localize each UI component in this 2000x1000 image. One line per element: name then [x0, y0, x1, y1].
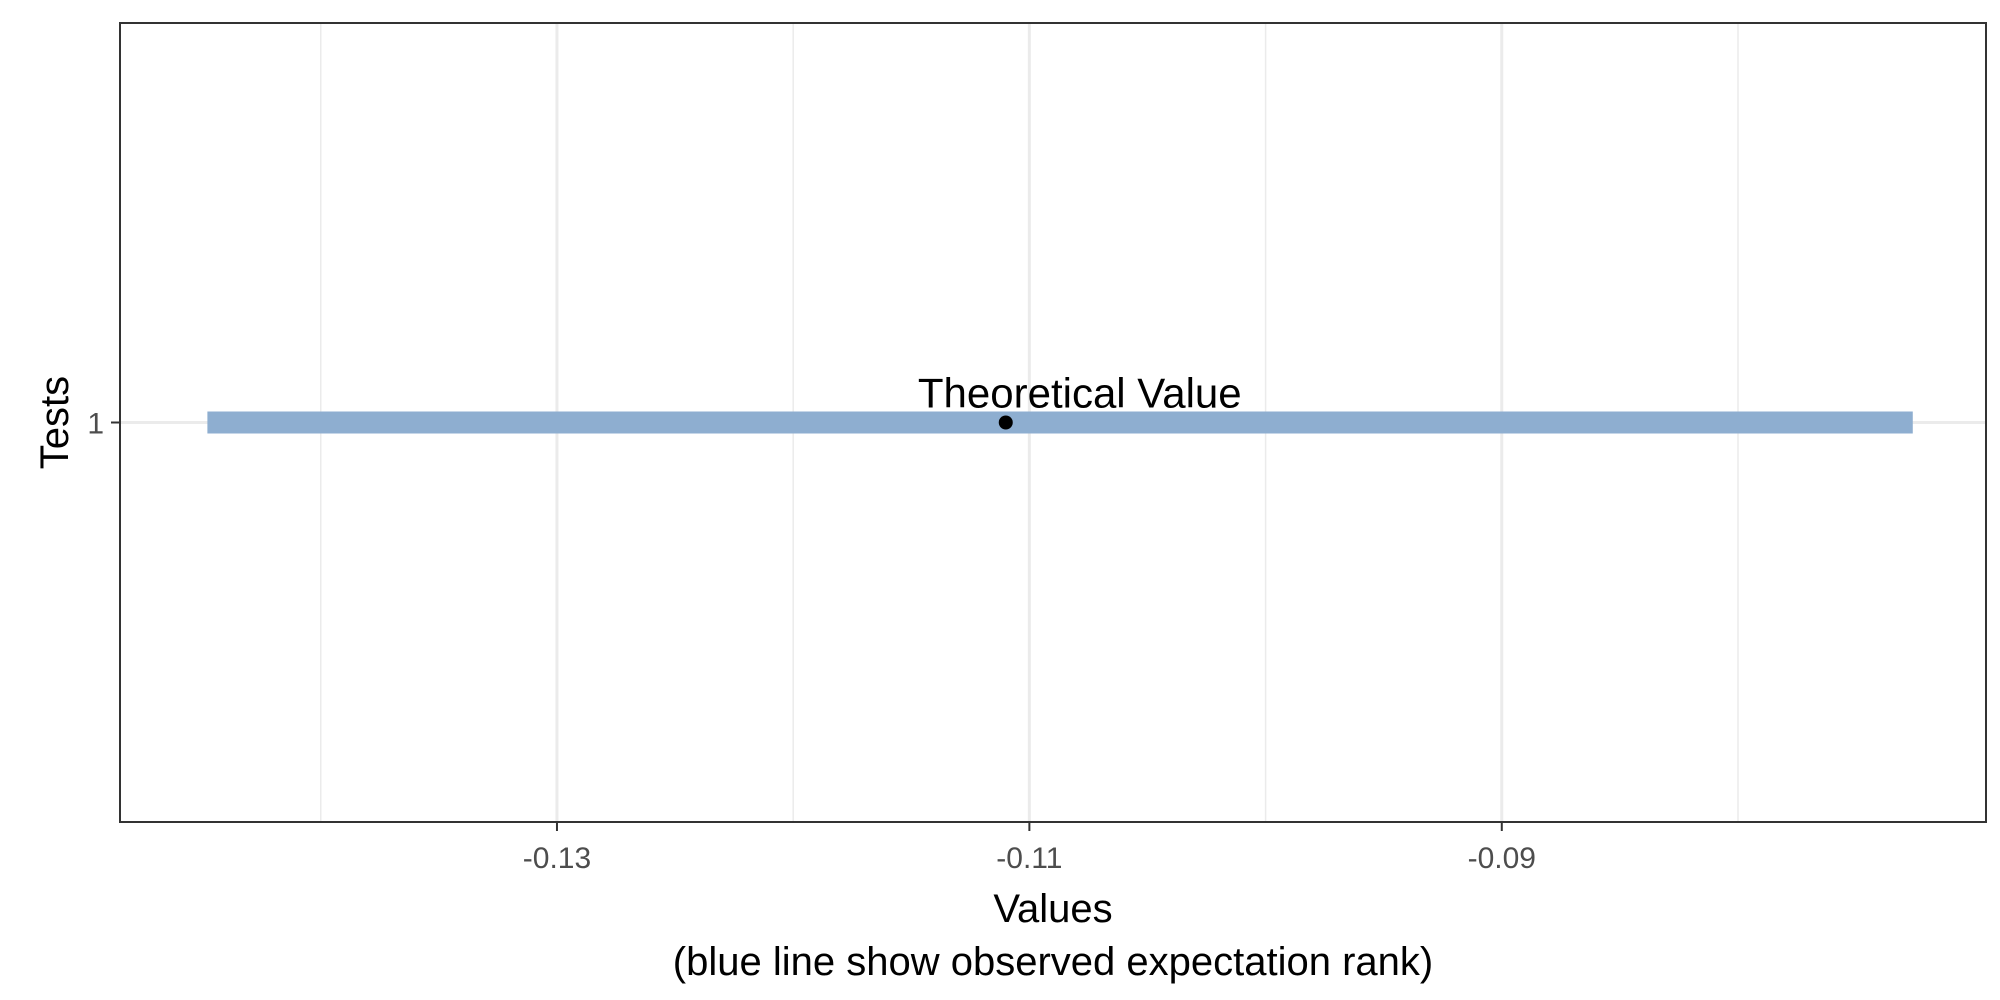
x-tick-label: -0.13	[523, 842, 591, 875]
x-tick-label: -0.09	[1468, 842, 1536, 875]
x-axis-title: Values	[993, 887, 1112, 931]
y-tick-label: 1	[87, 408, 104, 441]
theoretical-value-label: Theoretical Value	[918, 370, 1242, 417]
x-axis-subtitle: (blue line show observed expectation ran…	[673, 940, 1433, 984]
x-tick-label: -0.11	[996, 842, 1062, 875]
axis-layer: -0.13 -0.11 -0.09 1	[87, 408, 1536, 876]
y-axis-title: Tests	[33, 376, 77, 469]
data-layer: Theoretical Value	[207, 370, 1913, 434]
theoretical-value-point	[998, 415, 1013, 430]
